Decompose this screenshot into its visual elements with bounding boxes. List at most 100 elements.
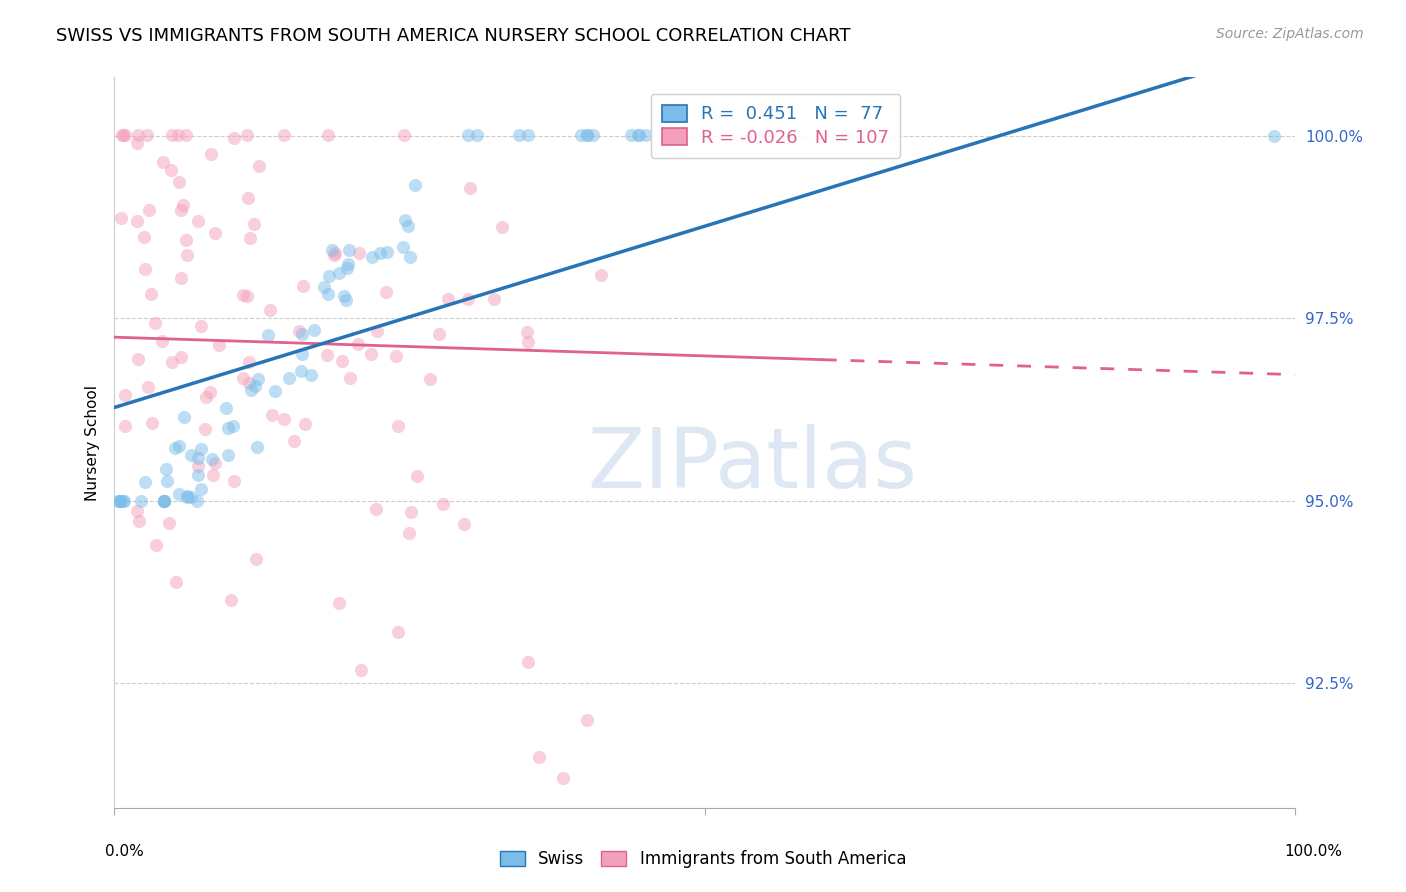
Point (432, 497, 454, 511)
Point (200, 147, 222, 161)
Point (335, 293, 357, 308)
Point (516, 334, 538, 349)
Text: 100.0%: 100.0% (1285, 845, 1343, 859)
Point (551, 772, 574, 786)
Point (238, 376, 260, 391)
Point (190, 482, 212, 496)
Point (240, 384, 263, 398)
Point (202, 468, 225, 483)
Point (508, 128, 530, 142)
Point (323, 246, 346, 260)
Point (236, 191, 259, 205)
Point (328, 266, 350, 280)
Point (173, 410, 195, 425)
Point (160, 163, 183, 178)
Text: 0.0%: 0.0% (105, 845, 145, 859)
Point (360, 346, 382, 360)
Point (576, 128, 599, 142)
Point (516, 128, 538, 142)
Point (315, 348, 337, 362)
Point (127, 352, 149, 367)
Point (398, 526, 420, 541)
Point (330, 354, 353, 368)
Point (283, 434, 305, 449)
Point (143, 316, 166, 330)
Point (114, 388, 136, 402)
Point (392, 128, 415, 142)
Point (170, 350, 193, 364)
Point (141, 286, 163, 301)
Point (128, 514, 150, 528)
Point (200, 385, 222, 400)
Point (366, 324, 388, 338)
Point (160, 355, 183, 369)
Point (135, 128, 157, 142)
Point (194, 391, 217, 405)
Legend: Swiss, Immigrants from South America: Swiss, Immigrants from South America (494, 844, 912, 875)
Point (361, 250, 384, 264)
Point (208, 338, 231, 352)
Point (232, 370, 254, 384)
Point (190, 442, 212, 457)
Point (245, 379, 267, 393)
Point (427, 327, 450, 342)
Point (222, 474, 245, 488)
Point (167, 128, 190, 142)
Point (339, 371, 361, 385)
Point (247, 372, 270, 386)
Point (167, 175, 190, 189)
Point (385, 349, 408, 363)
Point (399, 250, 422, 264)
Point (347, 246, 370, 260)
Point (204, 457, 226, 471)
Point (292, 278, 315, 293)
Point (150, 334, 173, 348)
Point (134, 262, 156, 277)
Point (370, 246, 392, 260)
Legend: R =  0.451   N =  77, R = -0.026   N = 107: R = 0.451 N = 77, R = -0.026 N = 107 (651, 94, 900, 158)
Point (187, 467, 209, 482)
Point (404, 178, 426, 192)
Point (167, 439, 190, 453)
Point (516, 325, 538, 339)
Point (141, 416, 163, 430)
Point (112, 494, 135, 508)
Point (299, 368, 322, 382)
Point (239, 231, 262, 245)
Point (243, 217, 266, 231)
Point (107, 494, 129, 508)
Point (575, 713, 598, 727)
Point (582, 128, 605, 142)
Point (333, 288, 356, 302)
Point (290, 364, 312, 378)
Point (387, 625, 409, 640)
Point (467, 128, 489, 142)
Point (394, 213, 416, 227)
Point (347, 337, 370, 351)
Point (108, 494, 131, 508)
Point (236, 289, 259, 303)
Point (194, 421, 217, 435)
Point (236, 128, 259, 142)
Point (312, 280, 335, 294)
Point (187, 450, 209, 465)
Point (318, 268, 340, 283)
Point (174, 233, 197, 247)
Y-axis label: Nursery School: Nursery School (86, 384, 100, 500)
Point (219, 593, 242, 607)
Point (337, 257, 360, 271)
Point (108, 494, 131, 508)
Point (457, 292, 479, 306)
Point (176, 248, 198, 262)
Point (163, 442, 186, 456)
Point (529, 749, 551, 764)
Point (437, 292, 460, 306)
Point (259, 303, 281, 318)
Point (247, 159, 270, 173)
Point (392, 240, 415, 254)
Point (406, 469, 429, 483)
Point (125, 504, 148, 518)
Point (396, 219, 419, 233)
Point (153, 494, 176, 508)
Point (627, 128, 650, 142)
